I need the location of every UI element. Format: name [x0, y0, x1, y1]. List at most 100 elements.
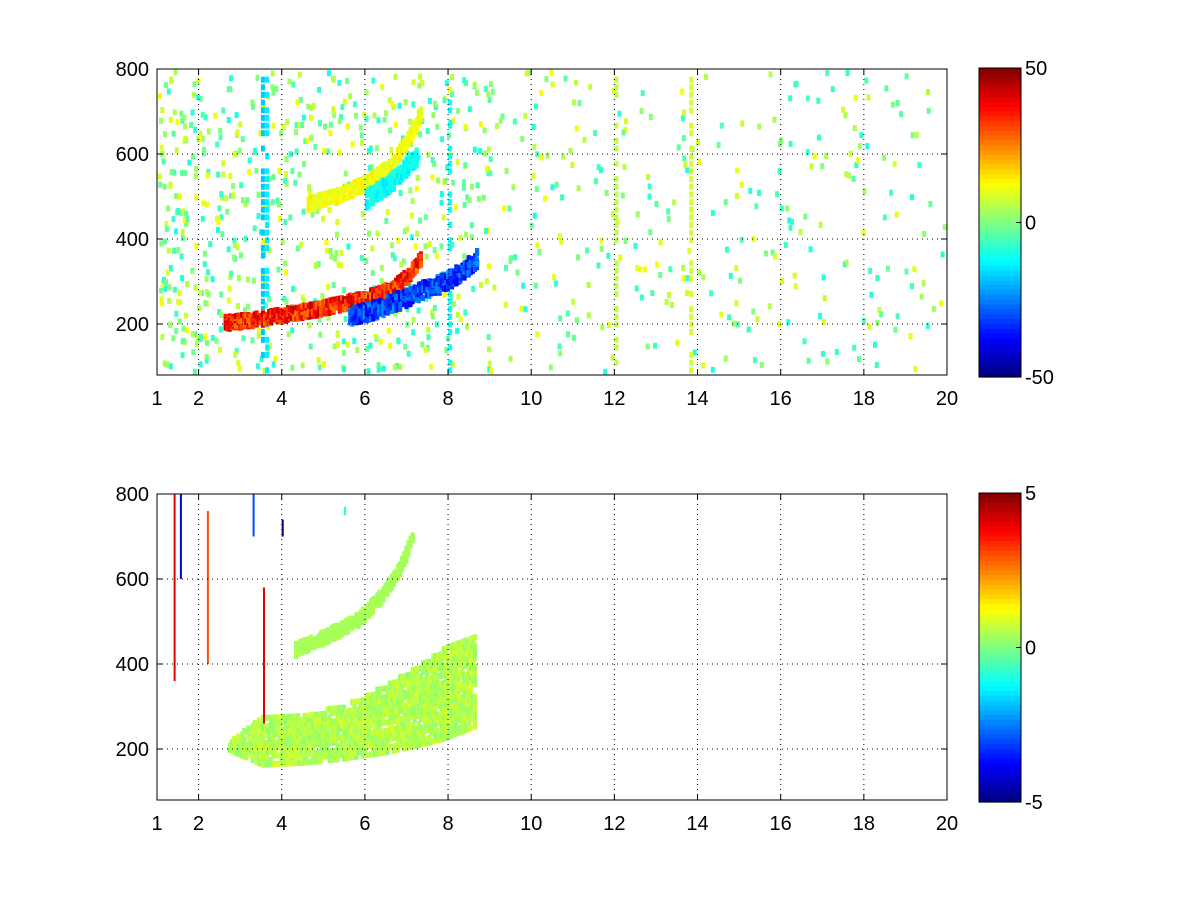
heatmap-cell	[193, 126, 198, 133]
heatmap-cell	[362, 184, 367, 191]
heatmap-cell	[362, 718, 367, 725]
heatmap-cell	[396, 167, 401, 174]
heatmap-cell	[248, 739, 253, 746]
heatmap-cell	[331, 709, 336, 716]
heatmap-cell	[236, 316, 240, 323]
heatmap-cell	[454, 692, 459, 699]
heatmap-cell	[273, 739, 278, 746]
heatmap-cell	[424, 295, 429, 302]
heatmap-cell	[327, 207, 332, 213]
heatmap-cell	[441, 680, 446, 687]
heatmap-cell	[350, 182, 355, 189]
heatmap-cell	[352, 720, 357, 727]
heatmap-cell	[385, 209, 390, 215]
heatmap-cell	[364, 692, 369, 699]
heatmap-cell	[681, 135, 686, 142]
heatmap-cell	[277, 760, 282, 767]
heatmap-cell	[333, 632, 338, 639]
heatmap-cell	[488, 156, 493, 163]
heatmap-cell	[346, 193, 351, 200]
heatmap-cell	[360, 306, 365, 313]
heatmap-cell	[354, 189, 359, 196]
heatmap-cell	[391, 183, 396, 190]
heatmap-cell	[227, 325, 232, 332]
heatmap-cell	[412, 288, 417, 295]
heatmap-cell	[265, 168, 270, 175]
heatmap-cell	[404, 719, 409, 726]
heatmap-cell	[448, 724, 453, 731]
heatmap-cell	[333, 752, 338, 759]
heatmap-cell	[254, 319, 259, 326]
heatmap-cell	[558, 350, 563, 357]
heatmap-cell	[344, 708, 349, 715]
heatmap-cell	[406, 287, 411, 294]
colorbar-swatch	[979, 241, 1021, 248]
heatmap-cell	[433, 729, 438, 736]
heatmap-cell	[470, 694, 475, 701]
heatmap-cell	[346, 187, 351, 194]
heatmap-cell	[200, 136, 205, 143]
heatmap-cell	[439, 199, 444, 206]
heatmap-cell	[321, 736, 326, 743]
heatmap-cell	[294, 721, 299, 728]
heatmap-cell	[196, 93, 201, 100]
heatmap-cell	[379, 264, 384, 271]
heatmap-cell	[223, 313, 228, 320]
heatmap-cell	[378, 338, 383, 345]
heatmap-cell	[444, 80, 449, 87]
heatmap-cell	[759, 361, 764, 368]
heatmap-cell	[228, 192, 233, 199]
heatmap-cell	[373, 176, 378, 183]
heatmap-cell	[645, 343, 650, 350]
heatmap-cell	[429, 700, 434, 707]
heatmap-cell	[391, 705, 396, 712]
heatmap-cell	[260, 740, 265, 747]
heatmap-cell	[354, 179, 359, 186]
heatmap-cell	[296, 759, 301, 766]
heatmap-cell	[236, 303, 240, 310]
heatmap-cell	[382, 116, 387, 123]
heatmap-cell	[356, 314, 361, 321]
heatmap-cell	[473, 681, 477, 687]
colorbar-swatch	[979, 352, 1021, 359]
heatmap-cell	[454, 666, 459, 673]
heatmap-cell	[376, 361, 381, 368]
heatmap-cell	[406, 680, 411, 687]
heatmap-cell	[926, 89, 930, 95]
heatmap-cell	[171, 335, 176, 342]
heatmap-cell	[447, 86, 452, 93]
heatmap-cell	[421, 690, 425, 696]
heatmap-cell	[304, 302, 309, 309]
heatmap-cell	[535, 331, 540, 338]
heatmap-cell	[689, 222, 694, 228]
heatmap-cell	[250, 337, 255, 344]
heatmap-cell	[226, 86, 231, 93]
heatmap-cell	[452, 646, 457, 653]
heatmap-cell	[502, 205, 507, 212]
heatmap-cell	[475, 264, 480, 271]
heatmap-spike	[281, 519, 284, 537]
heatmap-cell	[337, 747, 342, 754]
heatmap-cell	[256, 759, 261, 766]
heatmap-cell	[468, 657, 473, 664]
heatmap-cell	[350, 192, 355, 199]
heatmap-cell	[614, 359, 619, 366]
heatmap-cell	[512, 118, 517, 125]
heatmap-cell	[216, 171, 221, 178]
heatmap-cell	[740, 120, 745, 127]
heatmap-cell	[383, 706, 388, 713]
heatmap-cell	[271, 752, 276, 759]
heatmap-cell	[273, 307, 278, 314]
heatmap-cell	[396, 338, 401, 345]
heatmap-cell	[427, 709, 432, 716]
heatmap-cell	[410, 261, 415, 268]
heatmap-cell	[433, 699, 438, 706]
heatmap-cell	[450, 270, 455, 276]
heatmap-cell	[371, 187, 376, 194]
heatmap-cell	[310, 729, 315, 735]
heatmap-cell	[321, 638, 326, 645]
heatmap-cell	[418, 707, 423, 714]
heatmap-cell	[452, 655, 457, 661]
heatmap-cell	[381, 707, 386, 714]
heatmap-cell	[739, 236, 744, 243]
